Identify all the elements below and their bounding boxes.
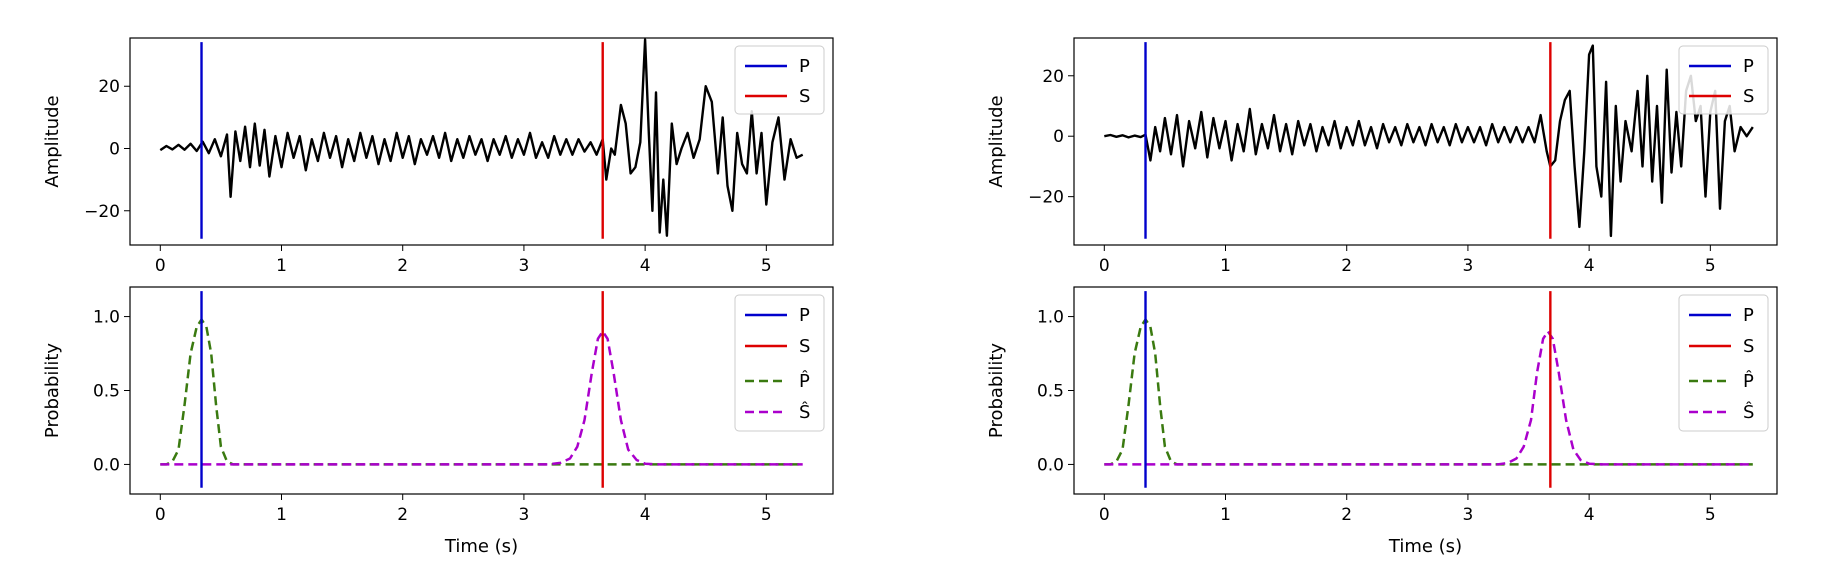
panel-waveform-left: 0 1 2 3 4 5 −20 0 20 Amplitude PS [42, 37, 834, 276]
y-tick-label: 0.0 [1037, 455, 1064, 475]
series-line-0 [1104, 318, 1753, 466]
y-tick-label: 20 [98, 77, 120, 97]
y-tick-label: 0 [109, 140, 120, 160]
x-tick-label: 3 [519, 256, 530, 276]
plot-area [159, 38, 804, 239]
x-tick-label: 3 [1463, 256, 1474, 276]
y-tick-label: 0.5 [93, 382, 120, 402]
x-tick-label: 5 [761, 505, 772, 525]
y-tick-label: 1.0 [1037, 308, 1064, 328]
x-tick-label: 2 [397, 256, 408, 276]
y-tick-label: 0 [1053, 127, 1064, 147]
x-tick-label: 3 [519, 505, 530, 525]
legend-label: Ŝ [1743, 401, 1754, 423]
x-tick-label: 1 [1220, 505, 1231, 525]
x-tick-label: 2 [1341, 505, 1352, 525]
x-tick-label: 0 [1099, 505, 1110, 525]
x-tick-label: 5 [761, 256, 772, 276]
legend-label: S [799, 86, 810, 107]
x-tick-label: 1 [1220, 256, 1231, 276]
legend-label: P̂ [799, 371, 810, 392]
legend-label: P̂ [1743, 371, 1754, 392]
plot-area [1104, 291, 1753, 488]
legend-label: P [1743, 305, 1754, 326]
panel-waveform-right: 0 1 2 3 4 5 −20 0 20 Amplitude PS [986, 37, 1778, 276]
x-tick-label: 0 [1099, 256, 1110, 276]
x-tick-label: 4 [640, 256, 651, 276]
series-line-0 [160, 318, 803, 466]
y-tick-label: 0.5 [1037, 382, 1064, 402]
legend: PS [734, 45, 825, 115]
series-line-1 [1104, 330, 1753, 466]
x-tick-label: 1 [276, 256, 287, 276]
x-tick-label: 4 [640, 505, 651, 525]
series-line-0 [1104, 44, 1754, 238]
plot-area [160, 291, 803, 488]
legend-label: Ŝ [799, 401, 810, 423]
legend-box [1678, 294, 1769, 432]
legend: PS P̂ Ŝ [734, 294, 825, 432]
axes-frame [1073, 286, 1778, 495]
x-tick-label: 5 [1705, 505, 1716, 525]
x-tick-label: 0 [155, 256, 166, 276]
x-tick-label: 0 [155, 505, 166, 525]
legend-box [734, 294, 825, 432]
x-tick-label: 4 [1584, 256, 1595, 276]
x-tick-label: 5 [1705, 256, 1716, 276]
x-tick-label: 2 [1341, 256, 1352, 276]
y-axis-label: Probability [986, 343, 1007, 438]
legend-box [734, 45, 825, 115]
legend-label: P [1743, 56, 1754, 77]
legend: PS [1678, 45, 1769, 115]
axes-frame [1073, 37, 1778, 246]
legend-label: S [1743, 336, 1754, 357]
legend-label: S [799, 336, 810, 357]
x-tick-label: 2 [397, 505, 408, 525]
y-tick-label: −20 [84, 202, 120, 222]
legend-label: S [1743, 86, 1754, 107]
legend-box [1678, 45, 1769, 115]
y-tick-label: 20 [1042, 67, 1064, 87]
legend: PS P̂ Ŝ [1678, 294, 1769, 432]
legend-label: P [799, 56, 810, 77]
y-axis-label: Amplitude [986, 95, 1007, 187]
y-tick-label: 1.0 [93, 308, 120, 328]
axes-frame [129, 286, 834, 495]
x-tick-label: 3 [1463, 505, 1474, 525]
x-axis-label: Time (s) [1388, 536, 1462, 557]
x-axis-label: Time (s) [444, 536, 518, 557]
series-line-0 [159, 38, 804, 237]
x-tick-label: 4 [1584, 505, 1595, 525]
panel-probability-left: 0 1 2 3 4 5 0.0 0.5 1.0 Probability Time (s) PS P̂ Ŝ [42, 286, 834, 557]
legend-label: P [799, 305, 810, 326]
y-axis-label: Probability [42, 343, 63, 438]
plot-area [1104, 42, 1754, 239]
x-tick-label: 1 [276, 505, 287, 525]
y-tick-label: −20 [1028, 188, 1064, 208]
panel-probability-right: 0 1 2 3 4 5 0.0 0.5 1.0 Probability Time (s) PS P̂ Ŝ [986, 286, 1778, 557]
y-tick-label: 0.0 [93, 455, 120, 475]
axes-frame [129, 37, 834, 246]
y-axis-label: Amplitude [42, 95, 63, 187]
series-line-1 [160, 330, 803, 466]
